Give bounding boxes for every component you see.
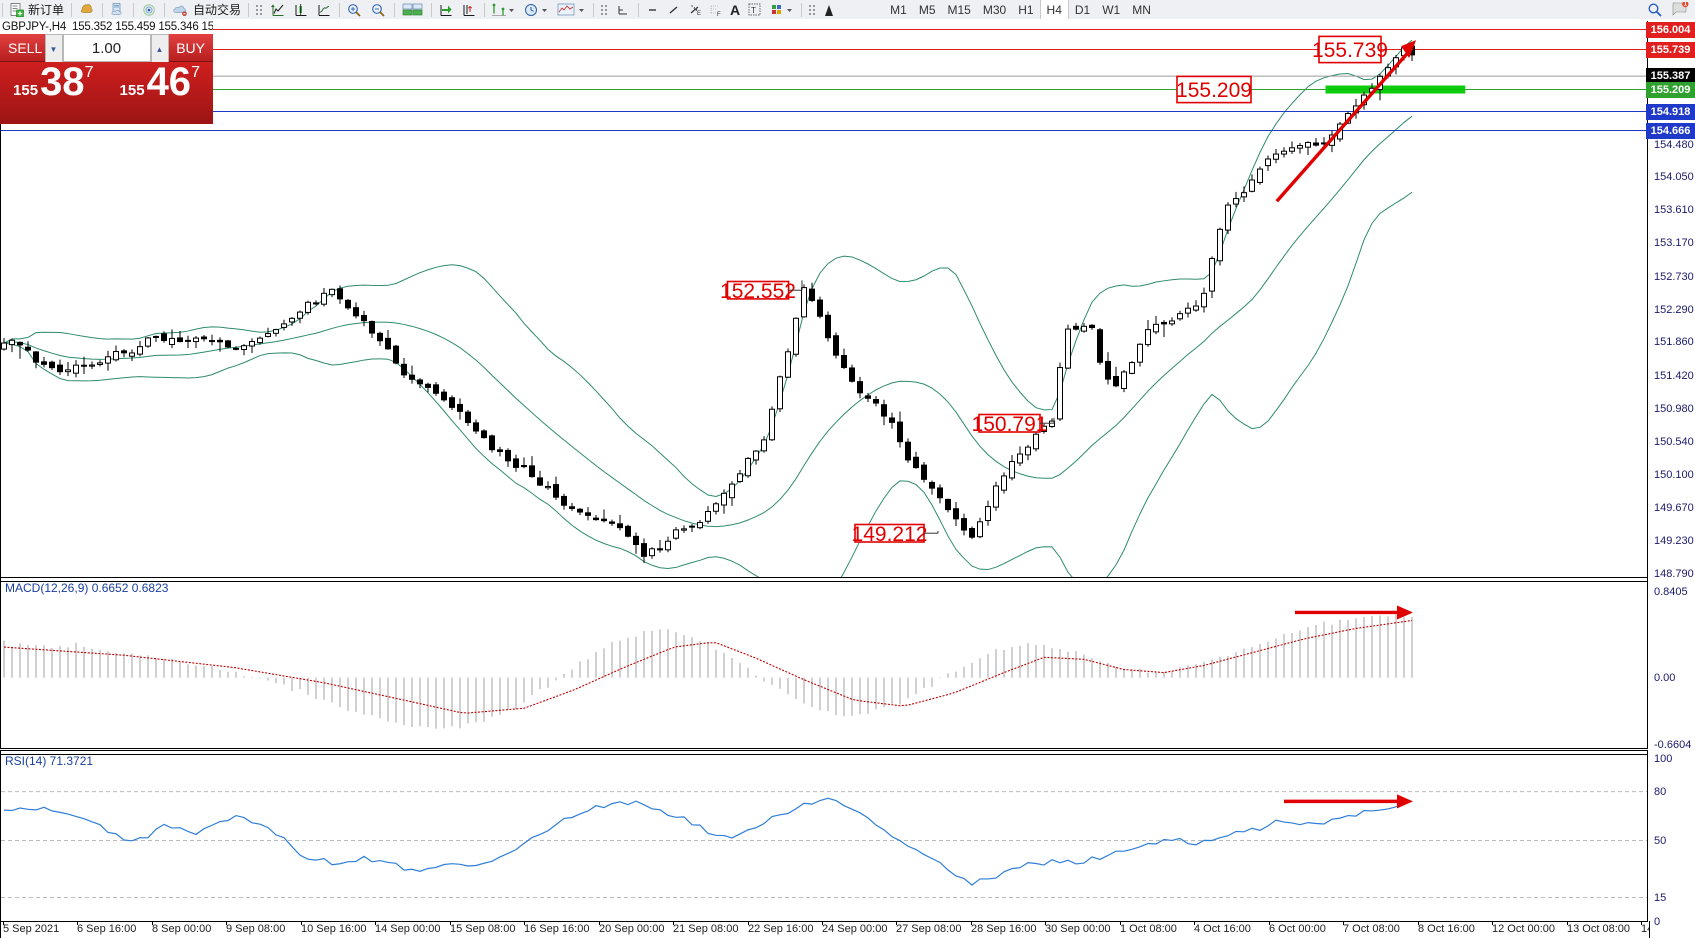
svg-text:F: F: [717, 12, 721, 17]
svg-text:155.739: 155.739: [1312, 39, 1388, 62]
svg-text:152.552: 152.552: [720, 280, 796, 303]
svg-text:149.212: 149.212: [852, 523, 928, 546]
svg-text:150.791: 150.791: [972, 413, 1048, 436]
svg-text:155.209: 155.209: [1176, 79, 1252, 102]
svg-text:T: T: [751, 6, 756, 15]
svg-text:E: E: [697, 11, 701, 17]
